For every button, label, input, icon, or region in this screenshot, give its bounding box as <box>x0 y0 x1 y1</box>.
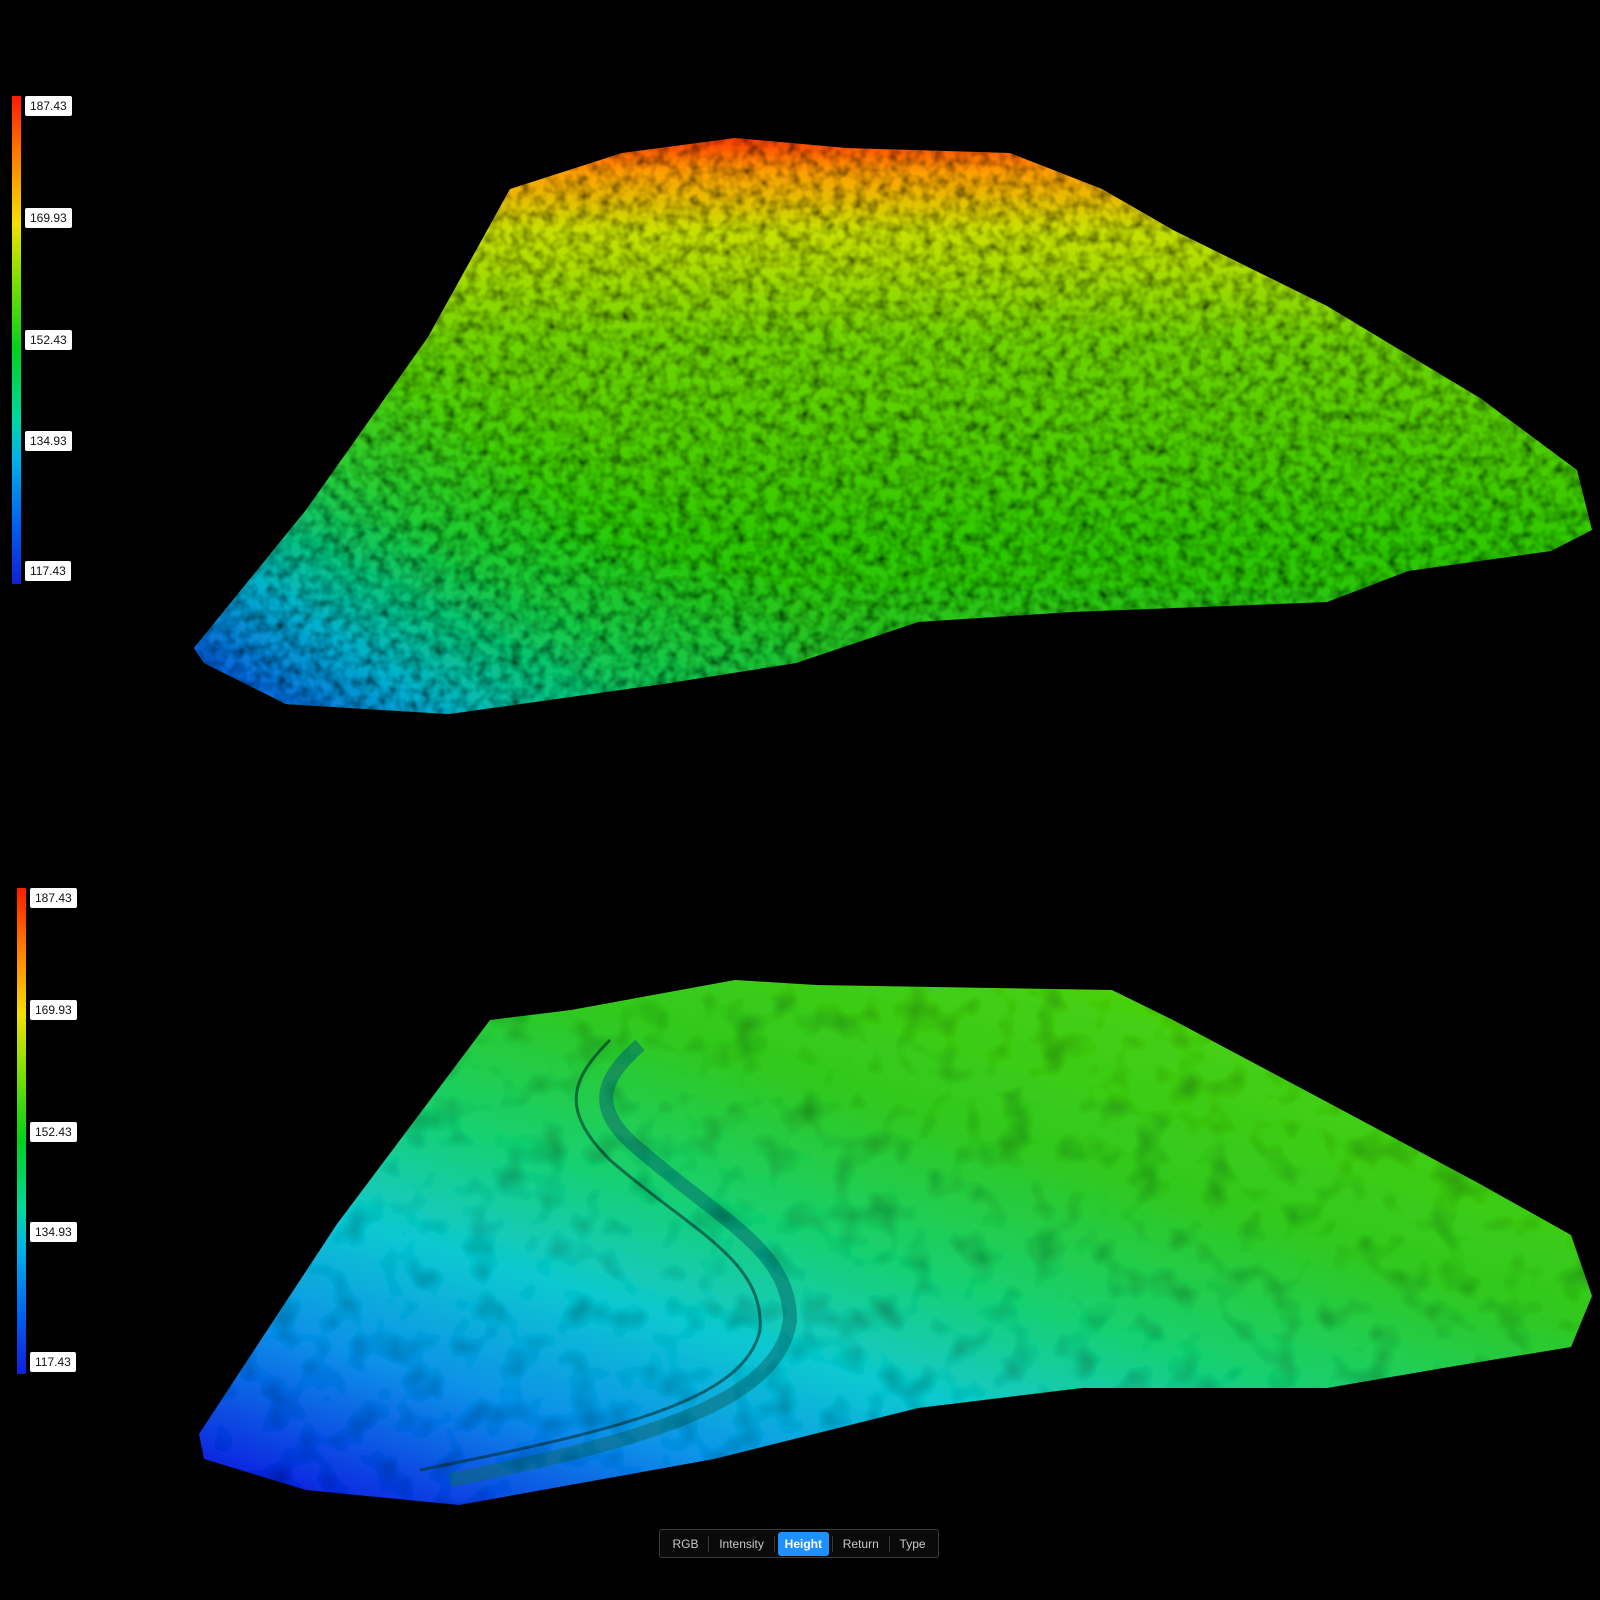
legend-label: 117.43 <box>25 561 71 581</box>
legend-label: 187.43 <box>25 96 72 116</box>
forest-cloud <box>194 138 1592 714</box>
legend-label: 169.93 <box>25 208 72 228</box>
mode-button[interactable]: Intensity <box>719 1536 764 1551</box>
toolbar-separator <box>831 1535 833 1552</box>
legend-label: 169.93 <box>30 1000 77 1020</box>
legend-label: 152.43 <box>30 1122 77 1142</box>
legend-color-bar <box>12 96 21 584</box>
mode-button[interactable]: RGB <box>672 1536 699 1551</box>
road <box>448 1039 798 1487</box>
legend-label: 152.43 <box>25 330 72 350</box>
ground-cloud <box>199 980 1592 1505</box>
mode-button[interactable]: Height <box>777 1531 829 1556</box>
road-edge <box>419 1038 762 1472</box>
legend-label: 187.43 <box>30 888 77 908</box>
toolbar-separator <box>888 1535 890 1552</box>
toolbar-separator <box>708 1535 710 1552</box>
render-mode-toolbar: RGB Intensity Height Return Type <box>659 1529 939 1558</box>
toolbar-separator <box>773 1535 775 1552</box>
legend-label: 117.43 <box>30 1352 76 1372</box>
mode-button[interactable]: Return <box>842 1536 879 1551</box>
mode-button[interactable]: Type <box>899 1536 926 1551</box>
forest-low-ground <box>194 153 796 714</box>
legend-label: 134.93 <box>25 431 72 451</box>
legend-color-bar <box>17 888 26 1374</box>
ground-surface <box>199 980 1592 1505</box>
legend-label: 134.93 <box>30 1222 77 1242</box>
